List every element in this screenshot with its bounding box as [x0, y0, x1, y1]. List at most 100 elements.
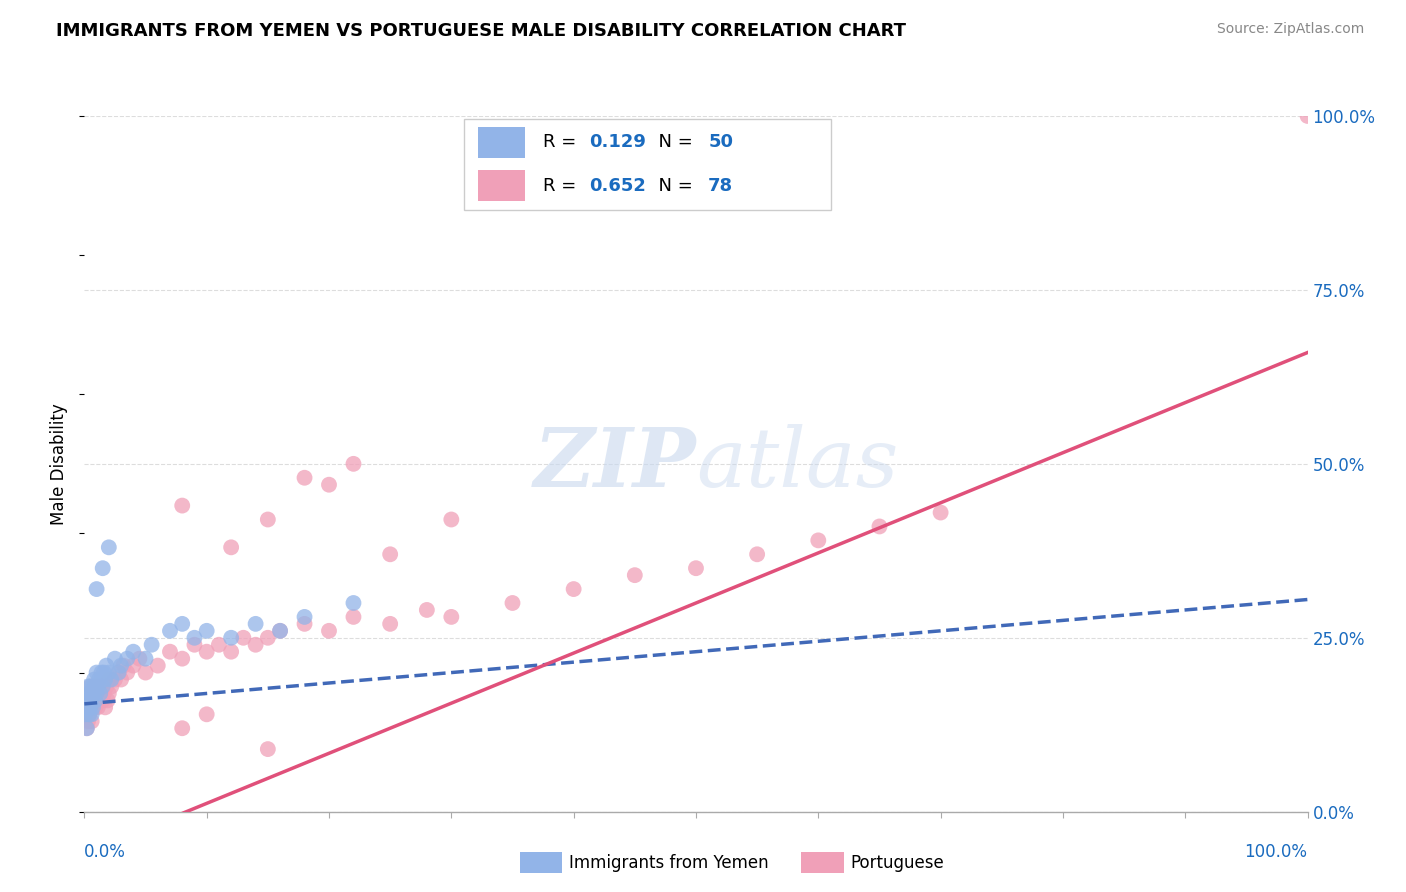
Point: [172, 651, 194, 665]
Text: N =: N =: [647, 177, 699, 194]
Point: [97, 673, 120, 687]
Point: [97, 541, 120, 555]
Point: [97, 665, 120, 680]
Text: Immigrants from Yemen: Immigrants from Yemen: [569, 854, 769, 871]
Point: [807, 533, 830, 548]
Text: 0.652: 0.652: [589, 177, 647, 194]
Point: [1296, 109, 1319, 123]
Point: [135, 651, 157, 665]
Point: [79, 693, 101, 707]
Point: [104, 673, 127, 687]
Point: [80, 693, 103, 707]
Point: [502, 596, 524, 610]
Text: N =: N =: [647, 134, 699, 152]
Point: [195, 707, 218, 722]
Point: [87, 693, 110, 707]
Point: [269, 624, 291, 638]
Point: [172, 616, 194, 631]
Point: [77, 714, 100, 729]
Point: [89, 686, 111, 700]
Point: [87, 686, 110, 700]
Point: [219, 645, 242, 659]
Point: [869, 519, 891, 533]
Point: [83, 680, 105, 694]
Point: [257, 631, 280, 645]
Point: [97, 693, 120, 707]
Point: [112, 658, 135, 673]
Point: [94, 700, 117, 714]
Point: [84, 693, 107, 707]
Text: 78: 78: [709, 177, 734, 194]
Point: [82, 680, 104, 694]
Text: ZIP: ZIP: [533, 424, 696, 504]
Point: [219, 631, 242, 645]
Point: [122, 658, 145, 673]
Point: [135, 665, 157, 680]
Point: [294, 471, 316, 485]
Text: 100.0%: 100.0%: [1244, 843, 1308, 861]
Point: [86, 680, 108, 694]
Point: [86, 665, 108, 680]
Point: [80, 707, 103, 722]
Point: [195, 624, 218, 638]
Point: [79, 680, 101, 694]
Point: [76, 721, 98, 735]
Point: [80, 686, 103, 700]
Y-axis label: Male Disability: Male Disability: [51, 403, 69, 524]
Point: [159, 624, 181, 638]
Point: [562, 582, 585, 596]
Point: [84, 700, 107, 714]
Point: [104, 651, 127, 665]
Point: [257, 742, 280, 756]
Point: [79, 700, 101, 714]
Point: [172, 721, 194, 735]
Point: [107, 665, 129, 680]
Point: [122, 645, 145, 659]
Point: [87, 680, 110, 694]
Point: [257, 512, 280, 526]
Point: [79, 700, 101, 714]
Point: [80, 714, 103, 729]
Point: [76, 721, 98, 735]
Point: [91, 693, 114, 707]
Text: R =: R =: [543, 177, 582, 194]
Text: IMMIGRANTS FROM YEMEN VS PORTUGUESE MALE DISABILITY CORRELATION CHART: IMMIGRANTS FROM YEMEN VS PORTUGUESE MALE…: [56, 22, 907, 40]
Point: [747, 547, 769, 561]
Point: [232, 631, 254, 645]
Point: [77, 700, 100, 714]
Point: [91, 680, 114, 694]
Point: [929, 506, 952, 520]
Point: [79, 680, 101, 694]
Point: [146, 658, 169, 673]
Text: 0.129: 0.129: [589, 134, 647, 152]
Point: [100, 673, 122, 687]
Point: [96, 658, 118, 673]
Point: [82, 686, 104, 700]
Text: Portuguese: Portuguese: [851, 854, 945, 871]
Text: 50: 50: [709, 134, 733, 152]
Point: [269, 624, 291, 638]
Point: [440, 512, 463, 526]
Text: Source: ZipAtlas.com: Source: ZipAtlas.com: [1216, 22, 1364, 37]
Point: [342, 610, 364, 624]
Point: [380, 547, 402, 561]
Point: [245, 616, 267, 631]
Point: [294, 610, 316, 624]
Point: [87, 700, 110, 714]
Point: [86, 693, 108, 707]
Point: [76, 693, 98, 707]
Point: [183, 631, 205, 645]
Point: [93, 686, 115, 700]
Bar: [478, 127, 524, 158]
Point: [77, 686, 100, 700]
Point: [440, 610, 463, 624]
Point: [115, 665, 138, 680]
Point: [83, 686, 105, 700]
Point: [110, 658, 132, 673]
Point: [84, 680, 107, 694]
Point: [77, 707, 100, 722]
Point: [172, 499, 194, 513]
Point: [380, 616, 402, 631]
Point: [83, 693, 105, 707]
Point: [91, 561, 114, 575]
